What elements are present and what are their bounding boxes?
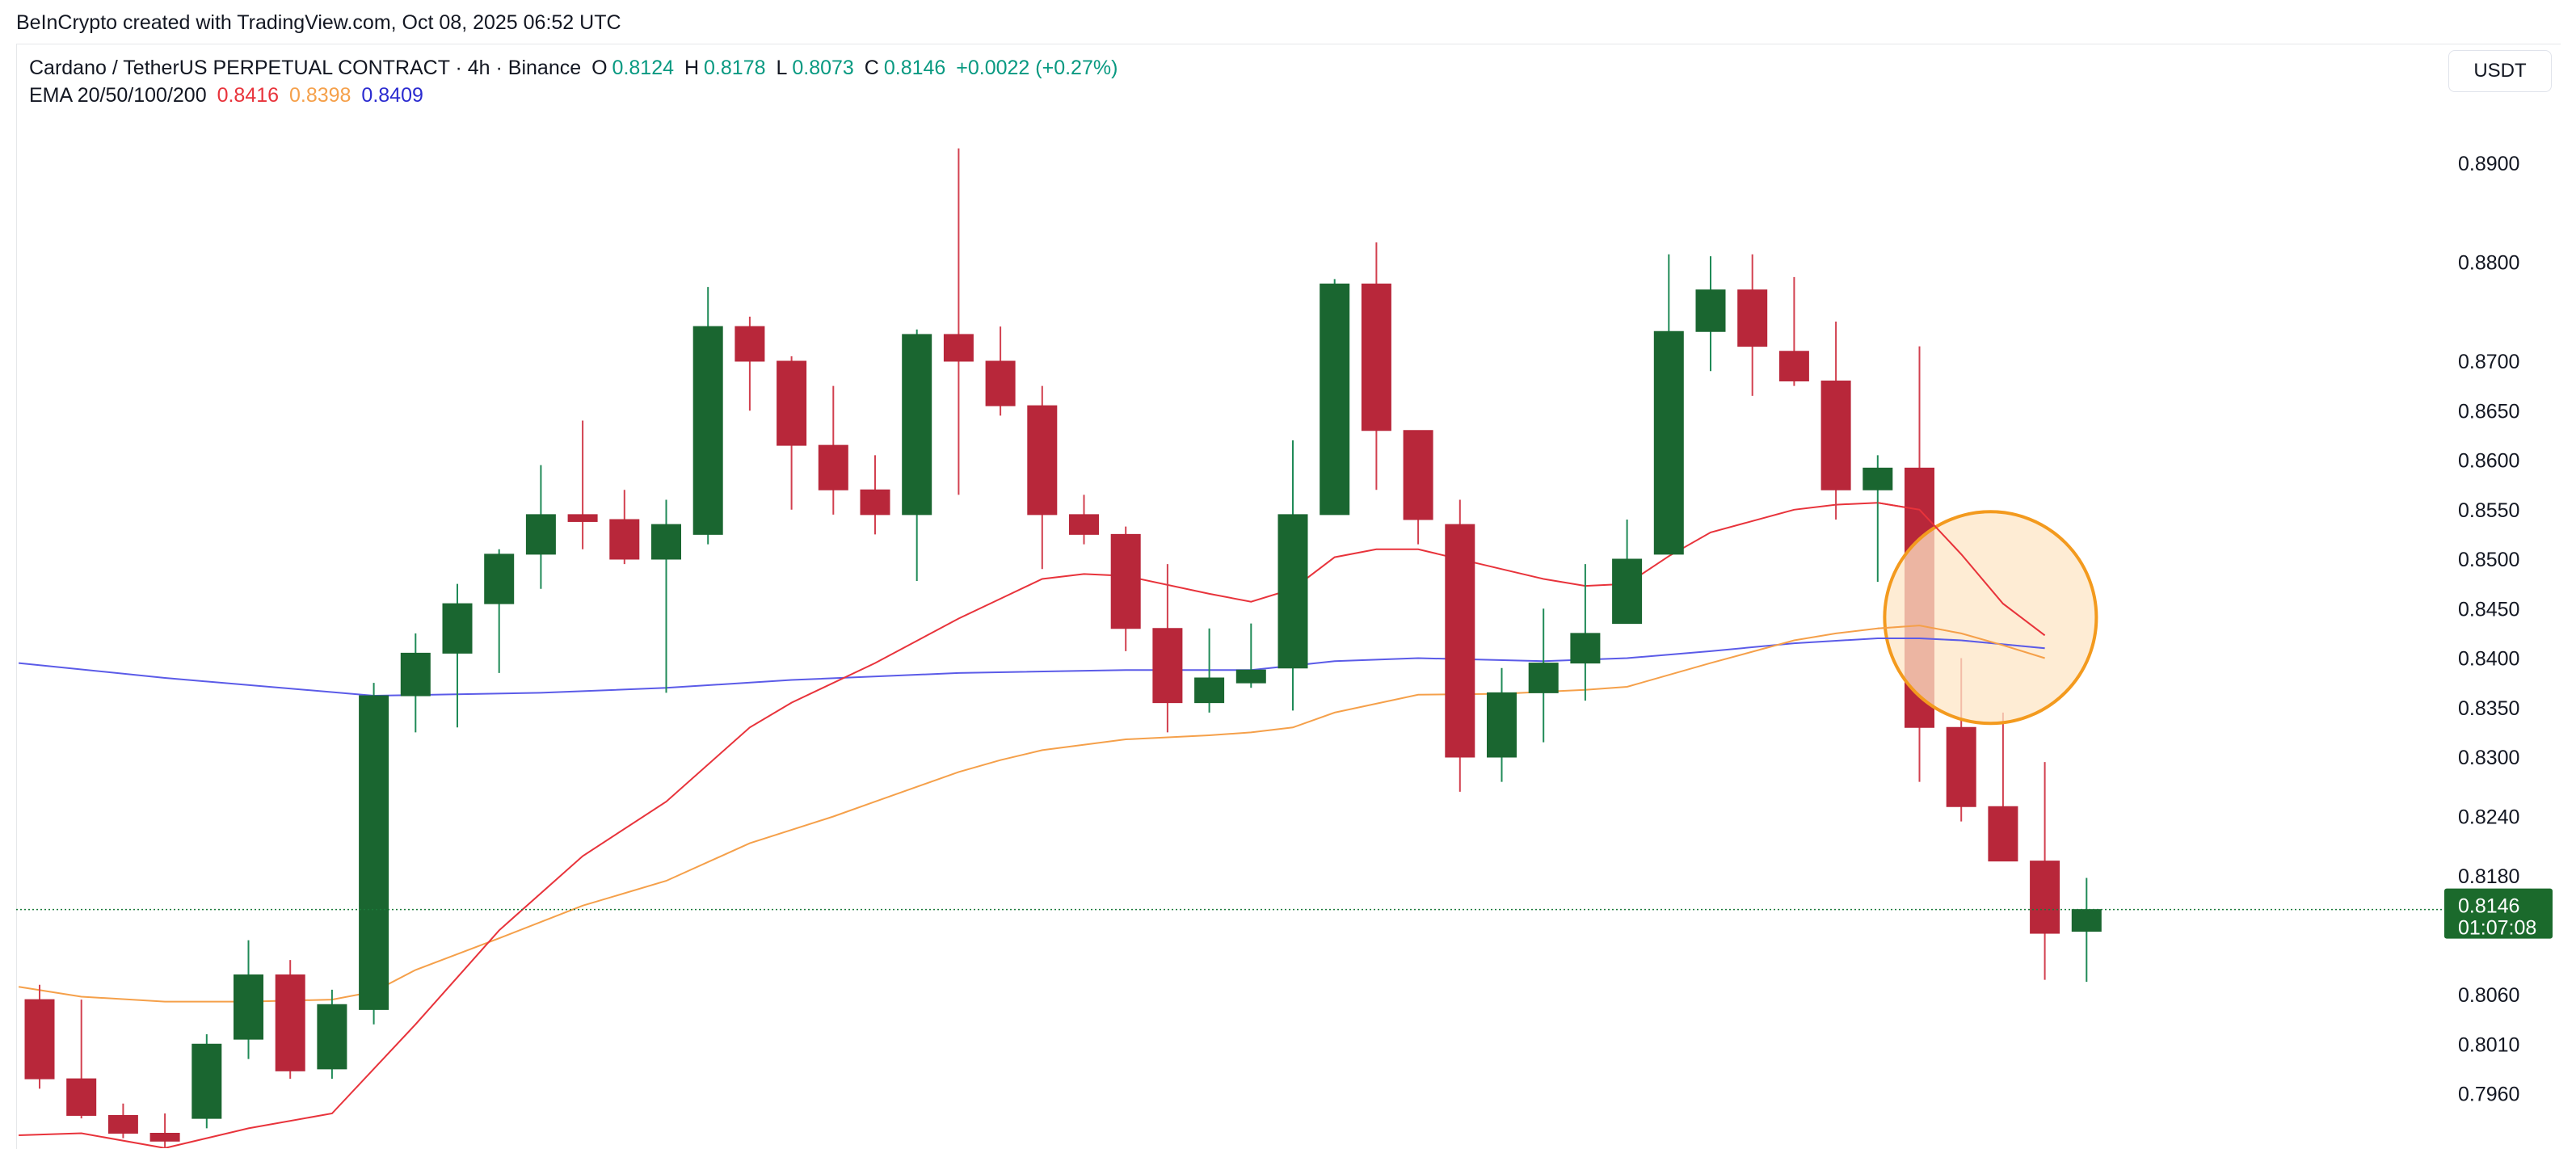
candle-body xyxy=(734,326,765,362)
low-label: L xyxy=(776,57,788,79)
candle-body xyxy=(1235,669,1266,684)
candle-body xyxy=(1946,726,1976,807)
ema20-value: 0.8416 xyxy=(217,84,280,107)
candle-body xyxy=(149,1133,180,1142)
credit-text: BeInCrypto created with TradingView.com,… xyxy=(16,11,621,34)
high-label: H xyxy=(684,57,700,79)
candle-body xyxy=(484,553,515,604)
candle-body xyxy=(1612,558,1643,625)
ema-legend: EMA 20/50/100/200 0.8416 0.8398 0.8409 xyxy=(29,84,428,107)
candle-body xyxy=(359,695,389,1010)
candle-body xyxy=(818,444,848,490)
candle-body xyxy=(609,519,640,560)
price-tag xyxy=(2444,888,2553,939)
open-label: O xyxy=(591,57,608,79)
candle-body xyxy=(777,360,807,446)
candle-body xyxy=(651,524,681,560)
candle-body xyxy=(525,514,556,555)
candle-body xyxy=(192,1043,222,1119)
y-tick-label: 0.8400 xyxy=(2458,648,2519,671)
y-tick-label: 0.8010 xyxy=(2458,1033,2519,1056)
candle-body xyxy=(692,326,723,535)
y-tick-label: 0.8350 xyxy=(2458,697,2519,720)
y-tick-label: 0.8500 xyxy=(2458,549,2519,571)
y-tick-label: 0.8800 xyxy=(2458,252,2519,275)
high-value: 0.8178 xyxy=(704,57,766,79)
candle-body xyxy=(1988,806,2018,862)
y-tick-label: 0.8700 xyxy=(2458,351,2519,373)
ema100-line-highlight xyxy=(1877,638,2045,650)
candle-body xyxy=(1277,514,1308,669)
candle-body xyxy=(860,489,890,516)
candle-body xyxy=(2071,909,2102,932)
y-tick-label: 0.8600 xyxy=(2458,450,2519,473)
y-tick-label: 0.8300 xyxy=(2458,747,2519,769)
y-tick-label: 0.8180 xyxy=(2458,865,2519,888)
candle-body xyxy=(1653,330,1684,555)
ema100-line xyxy=(18,638,2045,697)
price-tag-countdown: 01:07:08 xyxy=(2458,917,2536,940)
ema-crossover-highlight xyxy=(1883,510,2098,726)
candle-body xyxy=(1194,677,1225,704)
candle-body xyxy=(107,1114,138,1134)
ema20-line-highlight xyxy=(1877,502,2046,637)
candle-body xyxy=(1069,514,1099,535)
candle-body xyxy=(400,652,431,697)
candle-body xyxy=(1027,405,1058,516)
currency-button[interactable]: USDT xyxy=(2448,50,2552,92)
candle-body xyxy=(24,999,55,1080)
candle-body xyxy=(985,360,1016,406)
y-tick-label: 0.8240 xyxy=(2458,806,2519,829)
ema100-value: 0.8409 xyxy=(361,84,423,107)
candle-body xyxy=(1778,351,1809,381)
candle-body xyxy=(2030,861,2060,934)
ema50-line xyxy=(18,625,2045,1003)
symbol-title: Cardano / TetherUS PERPETUAL CONTRACT · … xyxy=(29,57,582,79)
candle-body xyxy=(943,334,974,362)
y-tick-label: 0.8650 xyxy=(2458,400,2519,423)
candle-body xyxy=(1570,633,1601,664)
y-tick-label: 0.7960 xyxy=(2458,1084,2519,1106)
candle-body xyxy=(66,1078,97,1116)
chart-frame xyxy=(16,44,2561,1149)
ema50-value: 0.8398 xyxy=(289,84,351,107)
candle-body xyxy=(317,1004,347,1070)
y-tick-label: 0.8060 xyxy=(2458,984,2519,1007)
candle-body xyxy=(1737,289,1768,347)
close-value: 0.8146 xyxy=(883,57,946,79)
candle-body xyxy=(1403,430,1433,520)
candle-body xyxy=(1445,524,1475,758)
candle-body xyxy=(234,974,263,1040)
candle-body xyxy=(1361,283,1391,431)
candle-body xyxy=(1820,381,1851,490)
y-tick-label: 0.8450 xyxy=(2458,598,2519,621)
candle-body xyxy=(1320,283,1350,516)
price-tag-value: 0.8146 xyxy=(2458,895,2519,918)
candle-body xyxy=(442,603,473,654)
candle-body xyxy=(567,514,598,522)
open-value: 0.8124 xyxy=(612,57,675,79)
candle-body xyxy=(902,334,932,516)
change-value: +0.0022 (+0.27%) xyxy=(956,57,1118,79)
candle-body xyxy=(1487,692,1517,758)
candle-body xyxy=(275,974,305,1071)
y-tick-label: 0.8900 xyxy=(2458,153,2519,175)
candle-body xyxy=(1863,467,1893,490)
candle-body xyxy=(1110,533,1141,629)
y-tick-label: 0.8550 xyxy=(2458,499,2519,522)
symbol-legend: Cardano / TetherUS PERPETUAL CONTRACT · … xyxy=(29,57,1122,80)
candle-body xyxy=(1695,289,1726,332)
candle-body xyxy=(1528,663,1559,693)
close-label: C xyxy=(864,57,879,79)
low-value: 0.8073 xyxy=(792,57,854,79)
candle-body xyxy=(1152,628,1183,704)
ema50-line-highlight xyxy=(1877,625,2045,659)
ema20-line xyxy=(19,502,2046,1148)
ema-label: EMA 20/50/100/200 xyxy=(29,84,207,107)
